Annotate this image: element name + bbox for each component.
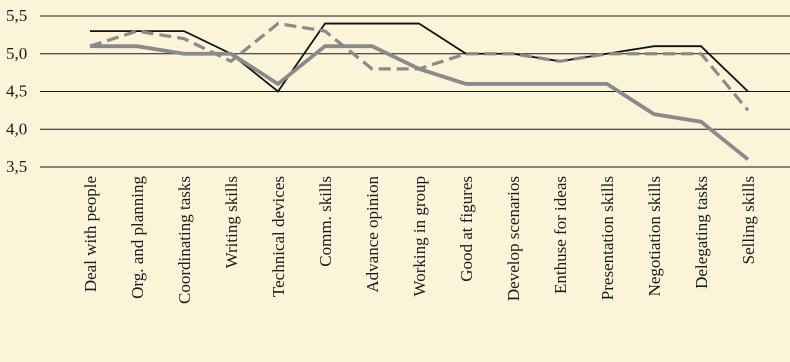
x-category-label: Delegating tasks: [692, 176, 711, 289]
grid-lines: [40, 15, 790, 168]
series-line-1: [90, 22, 749, 93]
y-tick-label: 5,0: [6, 44, 27, 63]
x-category-label: Enthuse for ideas: [551, 176, 570, 294]
x-axis-category-labels: Deal with people Org. and planning Coordin…: [81, 176, 758, 304]
x-category-label: Good at figures: [457, 176, 476, 282]
x-category-label: Org. and planning: [128, 176, 147, 299]
x-category-label: Selling skills: [739, 176, 758, 264]
x-category-label: Presentation skills: [598, 176, 617, 300]
x-category-label: Comm. skills: [316, 176, 335, 267]
x-category-label: Negotiation skills: [645, 176, 664, 296]
series-line-3: [90, 44, 750, 161]
y-tick-label: 4,0: [6, 119, 27, 138]
x-category-label: Writing skills: [222, 176, 241, 268]
x-category-label: Deal with people: [81, 176, 100, 292]
y-tick-label: 4,5: [6, 82, 27, 101]
x-category-label: Technical devices: [269, 176, 288, 297]
x-category-label: Working in group: [410, 176, 429, 296]
x-category-label: Advance opinion: [363, 176, 382, 293]
x-category-label: Develop scenarios: [504, 176, 523, 301]
y-tick-label: 5,5: [6, 6, 27, 25]
x-category-label: Coordinating tasks: [175, 176, 194, 304]
y-tick-label: 3,5: [6, 157, 27, 176]
series-lines: [89, 21, 750, 161]
y-axis-tick-labels: 3,5 4,0 4,5 5,0 5,5: [6, 6, 27, 176]
